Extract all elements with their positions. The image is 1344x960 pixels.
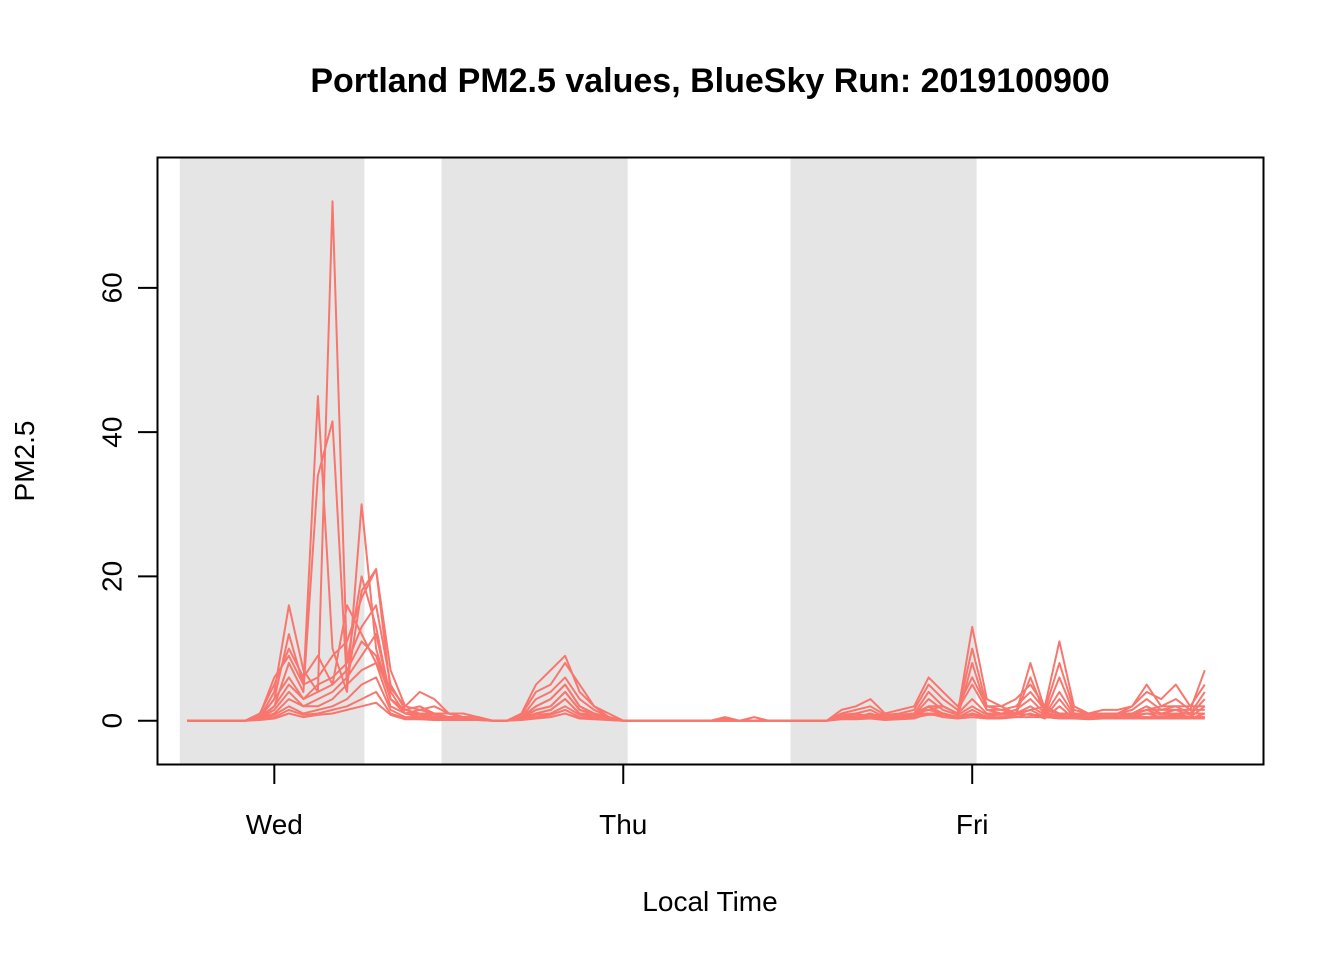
night-band-3 (790, 158, 977, 764)
chart-title: Portland PM2.5 values, BlueSky Run: 2019… (310, 62, 1109, 100)
x-axis: Wed Thu Fri (246, 764, 989, 840)
y-tick-label: 60 (97, 272, 128, 303)
series-line-12 (187, 701, 1206, 722)
y-axis: 0 20 40 60 (97, 272, 158, 729)
night-band-2 (441, 158, 628, 764)
x-tick-label-wed: Wed (246, 809, 303, 840)
y-tick-label: 0 (97, 713, 128, 729)
y-tick-label: 20 (97, 561, 128, 592)
series-lines (187, 200, 1206, 722)
y-tick-label: 40 (97, 417, 128, 448)
plot-frame (156, 156, 1265, 766)
x-tick-label-fri: Fri (956, 809, 989, 840)
y-axis-label: PM2.5 (9, 421, 40, 502)
x-axis-label: Local Time (642, 886, 777, 917)
x-tick-label-thu: Thu (599, 809, 647, 840)
